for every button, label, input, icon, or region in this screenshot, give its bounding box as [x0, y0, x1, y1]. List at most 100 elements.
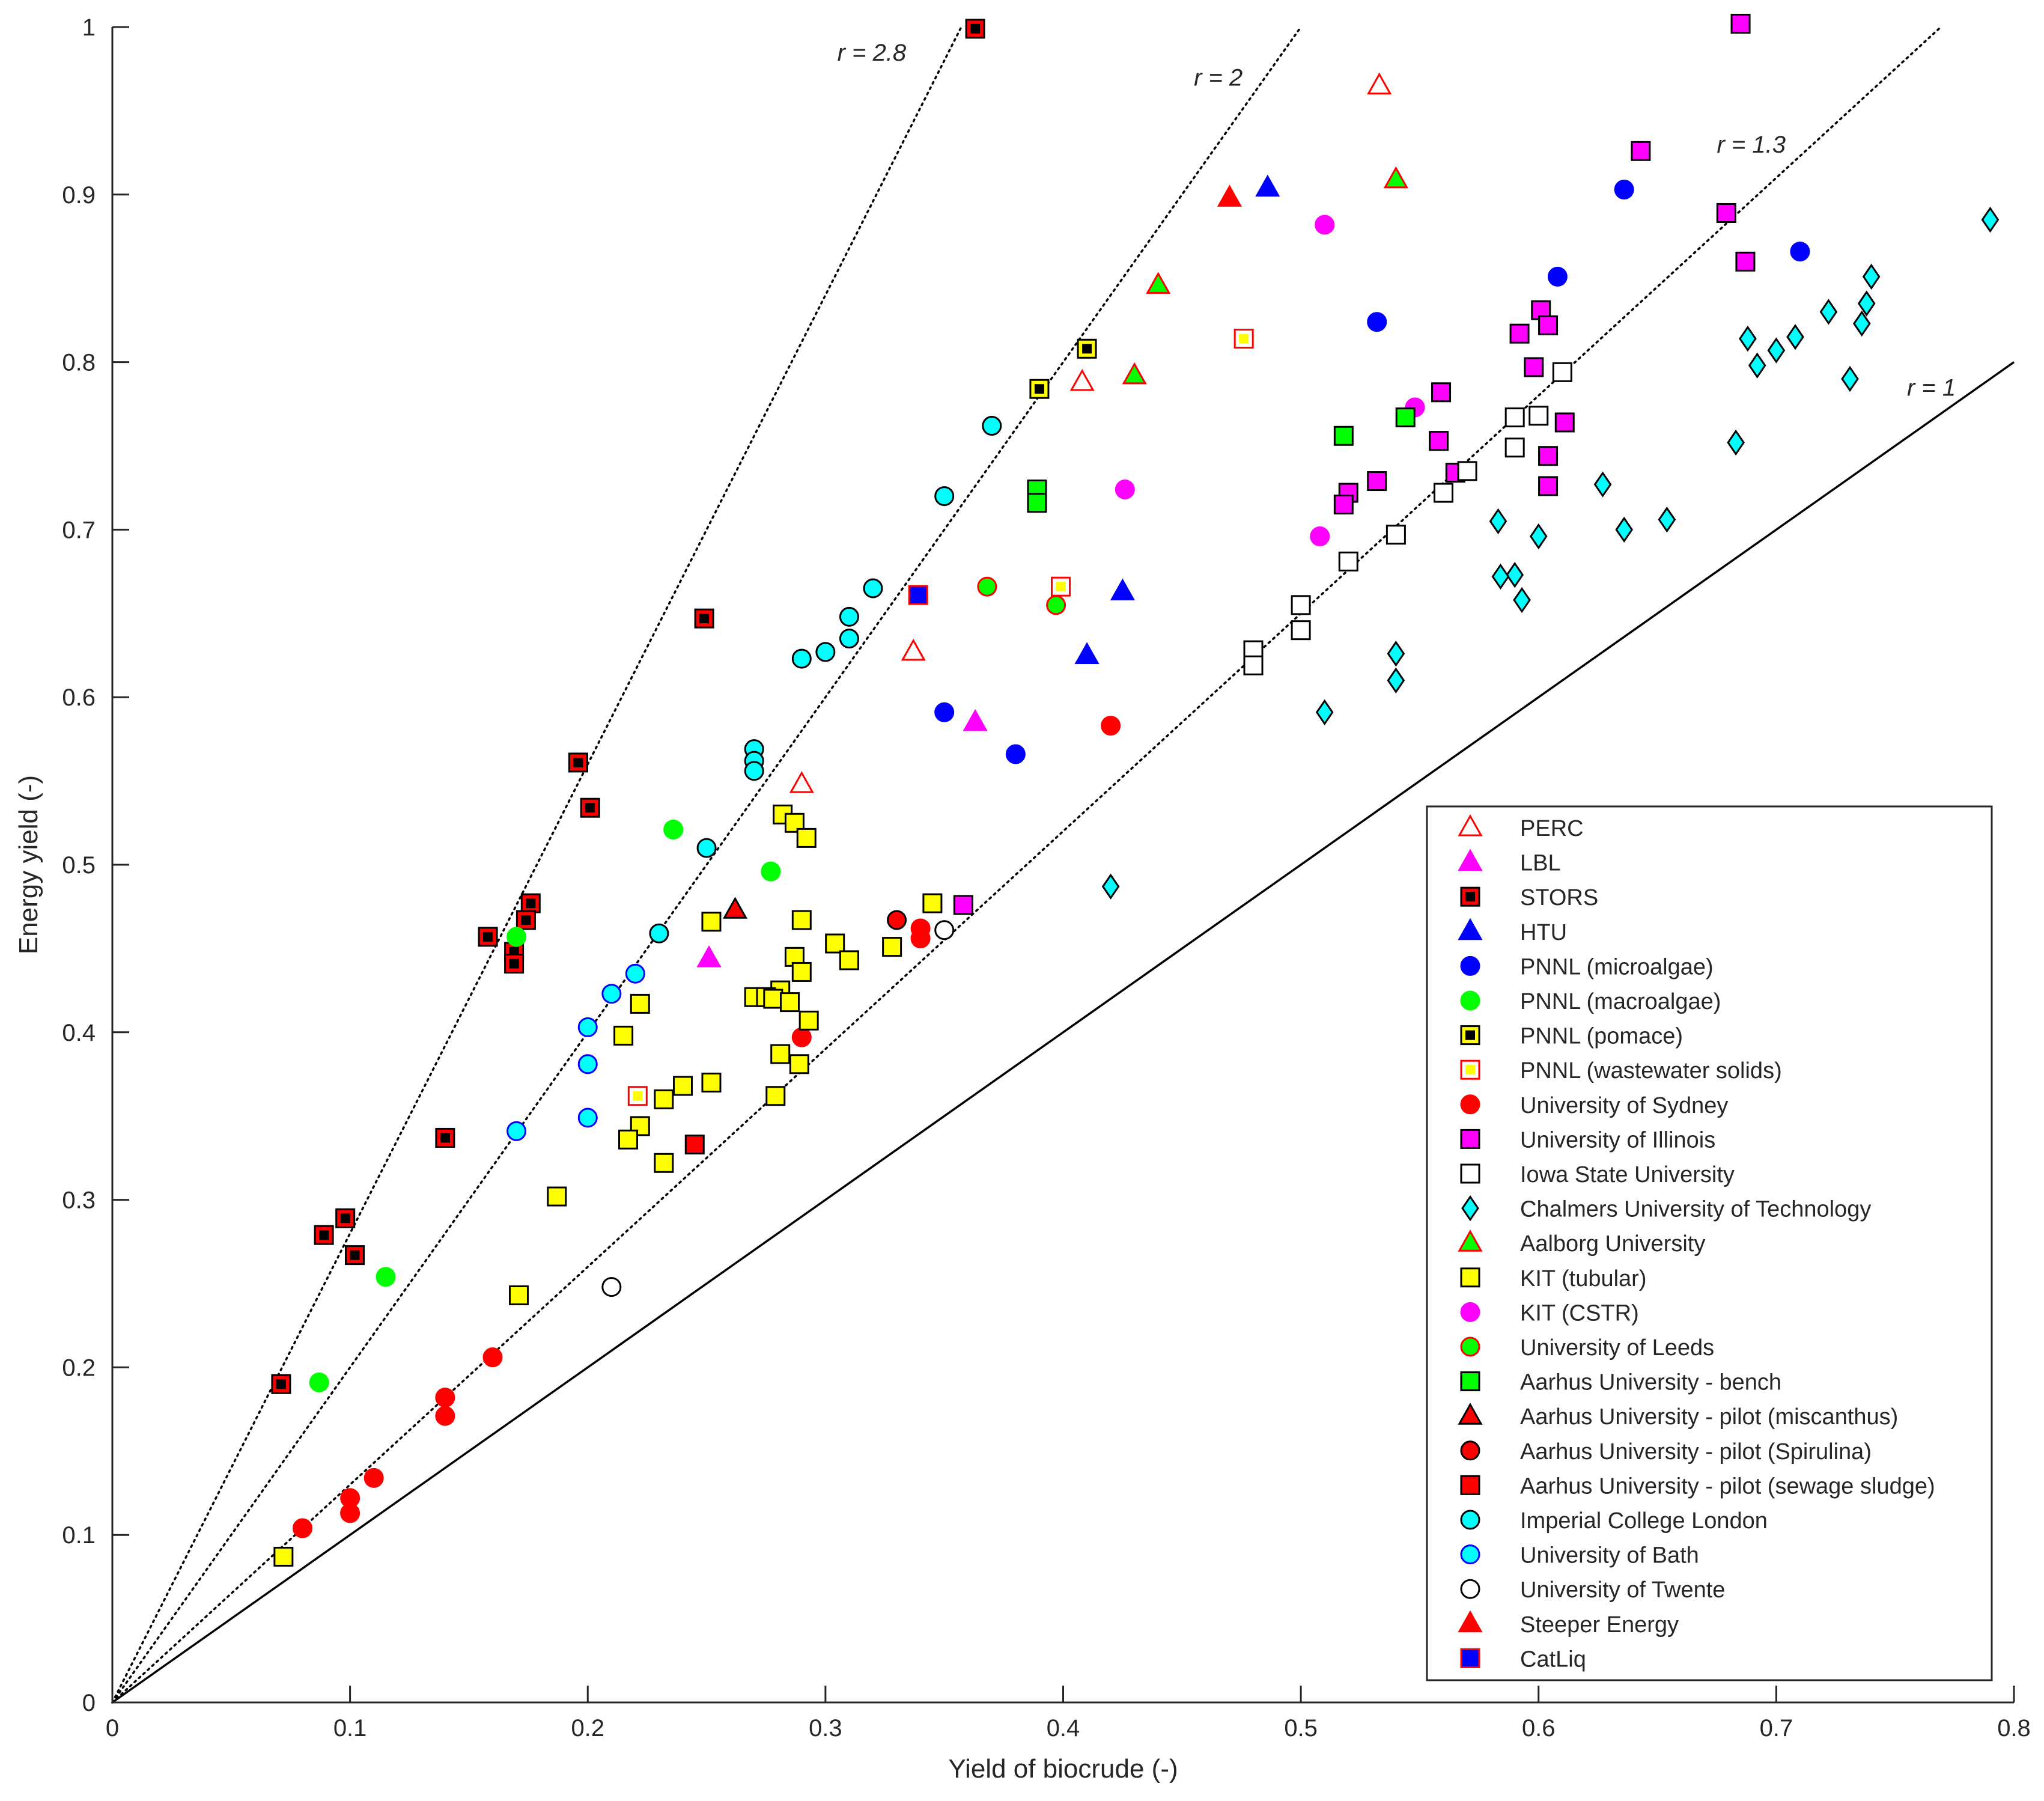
- data-point: [791, 648, 812, 669]
- data-point: [791, 910, 812, 930]
- data-point: [1101, 716, 1121, 736]
- data-point: [1735, 251, 1756, 272]
- data-point: [1046, 595, 1066, 615]
- data-point: [1367, 72, 1392, 95]
- series-chalmers-university-of-technology: [1101, 206, 2000, 900]
- data-point: [1614, 179, 1634, 200]
- y-tick-label: 0.2: [62, 1355, 96, 1381]
- y-tick-label: 0.8: [62, 350, 96, 376]
- data-point: [1387, 641, 1405, 667]
- data-point: [1506, 562, 1524, 588]
- data-point: [1110, 578, 1135, 601]
- data-point: [815, 642, 836, 662]
- y-tick-label: 0.6: [62, 684, 96, 711]
- data-point: [618, 1129, 639, 1150]
- y-tick-label: 1: [82, 14, 96, 41]
- data-point: [1069, 368, 1095, 391]
- series-steeper-energy: [1217, 184, 1243, 207]
- data-point: [1122, 362, 1147, 385]
- legend-entry: Aarhus University - pilot (Spirulina): [1460, 1439, 1872, 1464]
- data-point: [547, 1186, 567, 1207]
- data-point: [649, 923, 669, 943]
- reference-line-label: r = 2.8: [838, 40, 907, 66]
- data-point: [1748, 352, 1766, 379]
- y-tick-label: 0.9: [62, 182, 96, 209]
- legend: PERC LBL STORS HTU PNNL (microalgae) PNNL (ma…: [1426, 805, 1993, 1681]
- data-point: [627, 1086, 648, 1106]
- legend-label: Aarhus University - pilot (miscanthus): [1520, 1404, 1898, 1430]
- series-university-of-bath: [506, 963, 645, 1141]
- series-stors: [271, 19, 985, 1394]
- data-point: [1528, 406, 1549, 426]
- legend-marker: [1460, 1094, 1480, 1115]
- legend-entry: University of Twente: [1460, 1577, 1725, 1603]
- data-point: [482, 1347, 503, 1368]
- data-point: [506, 1121, 527, 1141]
- x-tick-label: 0.4: [1047, 1715, 1080, 1742]
- data-point: [887, 910, 907, 930]
- data-point: [625, 963, 645, 984]
- legend-entry: Imperial College London: [1460, 1508, 1768, 1534]
- data-point: [722, 897, 748, 919]
- data-point: [376, 1267, 396, 1287]
- legend-label: HTU: [1520, 920, 1567, 945]
- legend-entry: Aarhus University - bench: [1460, 1370, 1781, 1395]
- legend-marker: [1460, 1302, 1480, 1322]
- data-point: [965, 19, 985, 39]
- data-point: [1367, 471, 1387, 492]
- legend-label: Iowa State University: [1520, 1162, 1735, 1187]
- data-point: [435, 1388, 455, 1408]
- series-lbl: [696, 709, 988, 968]
- legend-label: KIT (tubular): [1520, 1266, 1646, 1291]
- legend-label: University of Twente: [1520, 1577, 1725, 1603]
- data-point: [1233, 329, 1254, 349]
- series-pnnl-wastewater-solids: [627, 329, 1254, 1106]
- reference-line: [111, 26, 1302, 1704]
- data-point: [798, 1010, 819, 1031]
- legend-label: Aarhus University - pilot (sewage sludge…: [1520, 1473, 1935, 1499]
- data-point: [1513, 587, 1531, 614]
- data-point: [1338, 551, 1358, 571]
- legend-marker: [1460, 1163, 1480, 1184]
- series-aarhus-university-pilot-miscanthus: [722, 897, 748, 919]
- series-pnnl-macroalgae: [309, 819, 781, 1392]
- legend-entry: PNNL (wastewater solids): [1460, 1058, 1782, 1083]
- legend-box: [1426, 805, 1993, 1681]
- legend-entry: University of Leeds: [1460, 1335, 1714, 1361]
- reference-lines: [111, 26, 2015, 1704]
- data-point: [314, 1225, 334, 1245]
- data-point: [1385, 525, 1406, 545]
- legend-entry: Aalborg University: [1458, 1230, 1705, 1257]
- data-point: [1730, 13, 1751, 34]
- data-point: [509, 1285, 529, 1306]
- series-aarhus-university-pilot-sewage-sludge: [684, 1135, 705, 1155]
- data-point: [1255, 174, 1280, 197]
- legend-marker: [1460, 1267, 1480, 1288]
- data-point: [1333, 425, 1354, 446]
- data-point: [630, 993, 650, 1014]
- x-tick-label: 0: [106, 1715, 119, 1742]
- data-point: [309, 1372, 329, 1392]
- y-tick-label: 0.4: [62, 1020, 96, 1046]
- data-point: [694, 608, 714, 629]
- reference-line-label: r = 1.3: [1717, 132, 1786, 158]
- x-tick-label: 0.5: [1284, 1715, 1318, 1742]
- data-point: [1852, 310, 1871, 337]
- data-point: [1504, 407, 1525, 428]
- y-tick-label: 0.7: [62, 517, 96, 543]
- x-axis-label: Yield of biocrude (-): [948, 1754, 1178, 1784]
- series-kit-cstr: [1115, 215, 1425, 547]
- legend-marker: [1458, 814, 1483, 837]
- data-point: [1077, 338, 1097, 359]
- legend-marker: [1460, 1025, 1480, 1046]
- legend-label: Imperial College London: [1520, 1508, 1768, 1534]
- legend-entry: Steeper Energy: [1458, 1610, 1679, 1638]
- legend-entry: Aarhus University - pilot (miscanthus): [1458, 1403, 1898, 1430]
- data-point: [1291, 595, 1311, 615]
- data-point: [1383, 166, 1408, 189]
- data-point: [701, 912, 722, 932]
- legend-label: CatLiq: [1520, 1647, 1586, 1672]
- legend-entry: Iowa State University: [1460, 1162, 1735, 1187]
- legend-entry: STORS: [1460, 885, 1598, 910]
- data-point: [1051, 576, 1071, 597]
